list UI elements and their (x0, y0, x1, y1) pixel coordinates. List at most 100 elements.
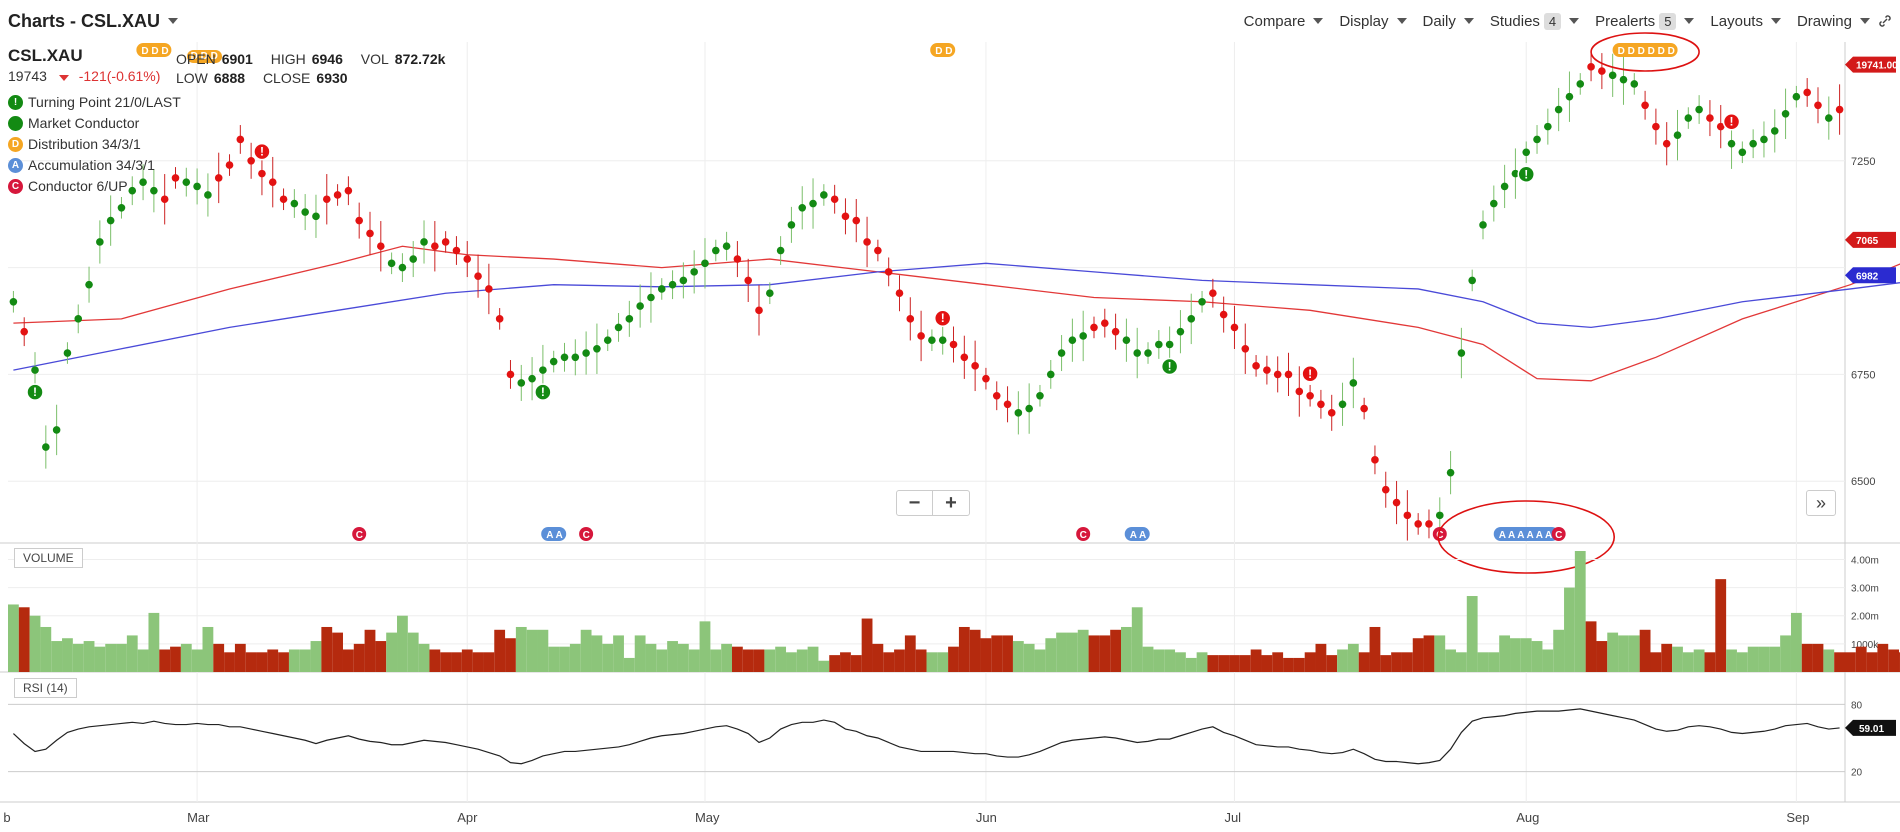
x-tick-label: Apr (457, 810, 478, 825)
volume-bar (1455, 652, 1467, 672)
market-conductor-dot (841, 212, 850, 221)
accumulation-label: A A A A A A (1499, 530, 1553, 541)
market-conductor-dot (722, 242, 731, 251)
market-conductor-dot (830, 195, 839, 204)
market-conductor-dot (1554, 105, 1563, 114)
market-conductor-dot (1500, 182, 1509, 191)
market-conductor-dot (398, 263, 407, 272)
chevron-down-icon (1313, 18, 1324, 24)
volume-bar (721, 643, 732, 672)
studies-count-badge: 4 (1543, 12, 1562, 30)
volume-bar (559, 646, 570, 672)
volume-bar (234, 643, 246, 672)
volume-bar (1531, 641, 1543, 672)
volume-bar (375, 641, 387, 672)
volume-bar (1423, 635, 1435, 672)
zoom-control: − + (896, 490, 970, 516)
volume-bar (1229, 655, 1240, 672)
legend-accumulation[interactable]: A Accumulation 34/3/1 (8, 155, 181, 176)
volume-bar (62, 638, 73, 672)
chart-title-dropdown[interactable]: Charts - CSL.XAU (8, 10, 179, 32)
scroll-to-latest-button[interactable]: » (1806, 490, 1836, 516)
volume-bar (1401, 652, 1413, 672)
market-conductor-dot (1187, 315, 1196, 323)
market-conductor-dot (150, 186, 158, 195)
market-conductor-dot (539, 366, 547, 374)
rsi-current-label: 59.01 (1859, 724, 1884, 735)
volume-bar (8, 604, 19, 672)
market-conductor-dot (290, 199, 299, 208)
market-conductor-dot (117, 203, 126, 212)
zoom-out-button[interactable]: − (897, 491, 933, 515)
volume-bar (1164, 649, 1176, 672)
menu-compare[interactable]: Compare (1244, 13, 1324, 30)
last-price: 19743 (8, 68, 47, 84)
volume-bar (526, 629, 538, 672)
market-conductor-dot (31, 366, 39, 374)
market-conductor-dot (1338, 400, 1347, 409)
market-conductor-dot (874, 246, 882, 255)
market-conductor-dot (1749, 139, 1757, 148)
volume-bar (245, 652, 257, 672)
menu-drawing[interactable]: Drawing (1797, 13, 1892, 30)
market-conductor-dot (1122, 336, 1131, 345)
menu-studies[interactable]: Studies 4 (1490, 12, 1580, 30)
volume-bar (202, 626, 214, 672)
legend-market-conductor[interactable]: Market Conductor (8, 113, 181, 134)
volume-bar (515, 626, 527, 672)
market-conductor-dot (1695, 105, 1703, 114)
zoom-in-button[interactable]: + (945, 491, 957, 514)
market-conductor-dot (344, 186, 353, 195)
market-conductor-dot (1176, 327, 1185, 336)
market-conductor-dot (657, 285, 666, 293)
chevron-down-icon (168, 18, 179, 24)
menu-display[interactable]: Display (1339, 12, 1407, 30)
menu-display-label: Display (1339, 12, 1389, 30)
rsi-panel-label[interactable]: RSI (14) (14, 678, 77, 698)
market-conductor-dot (1263, 366, 1271, 374)
market-conductor-dot (1284, 370, 1293, 379)
distribution-icon: D (8, 137, 23, 152)
volume-bar (1023, 643, 1035, 672)
volume-bar (1769, 646, 1781, 672)
conductor-marker (1432, 527, 1447, 541)
link-icon[interactable] (1878, 14, 1892, 28)
volume-bar (1185, 657, 1197, 672)
menu-daily-label: Daily (1422, 12, 1456, 30)
market-conductor-dot (593, 344, 601, 353)
menu-daily[interactable]: Daily (1423, 13, 1474, 30)
page-title: Charts - CSL.XAU (8, 10, 161, 31)
market-conductor-dot (949, 340, 958, 349)
market-conductor-dot (1025, 404, 1033, 413)
volume-bar (332, 632, 343, 672)
market-conductor-dot (377, 242, 385, 251)
volume-bar (213, 643, 225, 672)
market-conductor-dot (992, 391, 1001, 400)
market-conductor-dot (333, 191, 342, 199)
legend-distribution[interactable]: D Distribution 34/3/1 (8, 134, 181, 155)
volume-tick-label: 2.00m (1851, 612, 1879, 623)
menu-prealerts[interactable]: Prealerts 5 (1595, 12, 1695, 30)
market-conductor-dot (128, 186, 137, 195)
market-conductor-dot (1641, 101, 1649, 110)
volume-panel-label[interactable]: VOLUME (14, 548, 83, 568)
volume-bar (904, 635, 916, 672)
volume-bar (645, 643, 657, 672)
market-conductor-dot (614, 323, 623, 332)
turning-point-marker (26, 383, 44, 401)
volume-bar (807, 646, 819, 672)
legend-turning-point[interactable]: ! Turning Point 21/0/LAST (8, 92, 181, 113)
volume-bar (569, 643, 581, 672)
market-conductor-dot (625, 315, 634, 323)
market-conductor-dot (1814, 101, 1822, 110)
market-conductor-dot (571, 353, 580, 362)
volume-tick-label: 4.00m (1851, 555, 1879, 566)
menu-layouts[interactable]: Layouts (1710, 13, 1781, 30)
volume-bar (991, 635, 1003, 672)
volume-bar (1520, 638, 1532, 672)
market-conductor-dot (1295, 387, 1304, 396)
legend-conductor[interactable]: C Conductor 6/UP (8, 176, 181, 197)
market-conductor-dot (366, 229, 374, 238)
high-value: 6946 (311, 51, 343, 67)
